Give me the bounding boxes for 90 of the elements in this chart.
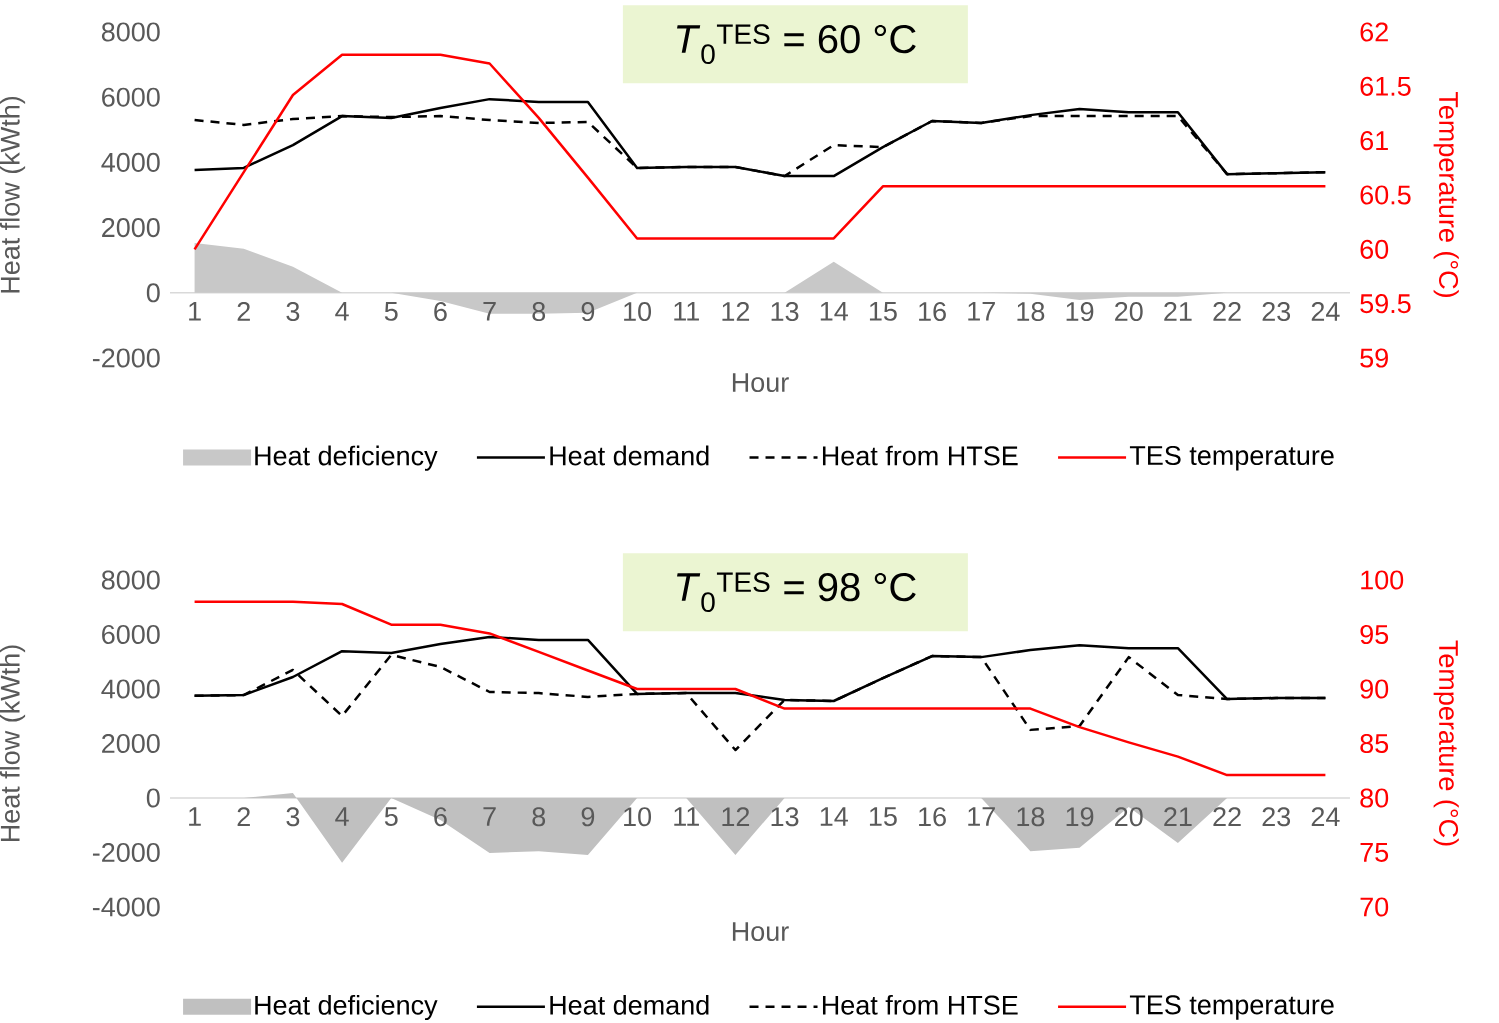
legend-label: TES temperature: [1129, 995, 1334, 1020]
y-tick-label: -4000: [92, 897, 160, 917]
y-tick-label: -2000: [92, 842, 160, 863]
x-tick-label: 9: [581, 301, 595, 322]
x-tick-label: 1: [189, 807, 201, 826]
x-tick-label: 14: [820, 807, 848, 826]
y2-axis-title: Temperature (°C): [1433, 640, 1459, 846]
x-tick-label: 7: [483, 807, 496, 826]
x-tick-label: 10: [624, 301, 652, 322]
x-tick-label: 3: [286, 301, 300, 322]
x-tick-label: 17: [968, 301, 995, 321]
chart-title: T$_{0}$$^{TES}$ = 60 °C: [677, 24, 916, 65]
x-tick-label: 22: [1213, 301, 1241, 321]
y2-tick-label: 90: [1360, 679, 1389, 699]
y2-tick-label: 60: [1360, 239, 1389, 259]
x-tick-label: 3: [286, 807, 300, 827]
x-tick-label: 20: [1115, 301, 1143, 322]
y-tick-label: 0: [146, 283, 160, 303]
legend-label: TES temperature: [1129, 445, 1334, 471]
x-tick-label: 23: [1262, 807, 1291, 827]
y2-axis-title: Temperature (°C): [1433, 91, 1459, 297]
x-tick-label: 9: [581, 807, 595, 827]
y2-tick-label: 60.5: [1360, 185, 1411, 205]
x-tick-label: 2: [237, 301, 250, 321]
y-tick-label: 2000: [102, 733, 160, 754]
y-tick-label: 4000: [101, 679, 160, 699]
x-tick-label: 20: [1115, 807, 1143, 827]
y2-tick-label: 75: [1360, 843, 1389, 862]
y-tick-label: -2000: [92, 348, 160, 368]
chart-title: T$_{0}$$^{TES}$ = 98 °C: [677, 572, 916, 613]
x-tick-label: 10: [624, 807, 652, 827]
y2-tick-label: 100: [1361, 570, 1404, 590]
y2-tick-label: 61: [1360, 131, 1388, 151]
y-tick-label: 6000: [102, 87, 160, 107]
x-tick-label: 6: [434, 301, 447, 322]
x-tick-label: 17: [968, 807, 995, 826]
y2-tick-label: 80: [1360, 788, 1389, 808]
x-tick-label: 5: [384, 807, 398, 827]
x-tick-label: 7: [483, 301, 496, 321]
y-axis-title: Heat flow (kWth): [0, 96, 26, 293]
y2-tick-label: 95: [1360, 624, 1389, 645]
x-tick-label: 24: [1311, 807, 1340, 827]
legend-label: Heat from HTSE: [822, 994, 1018, 1015]
x-tick-label: 12: [722, 807, 750, 827]
legend-label: Heat deficiency: [255, 445, 438, 471]
x-tick-label: 15: [869, 301, 897, 321]
x-tick-label: 16: [919, 301, 946, 322]
x-tick-label: 18: [1017, 807, 1045, 827]
x-tick-label: 18: [1017, 301, 1045, 322]
x-axis-title: Hour: [732, 922, 789, 942]
x-tick-label: 19: [1066, 807, 1094, 827]
x-tick-label: 12: [722, 301, 750, 321]
x-tick-label: 21: [1164, 301, 1192, 321]
x-axis-title: Hour: [732, 373, 789, 393]
x-tick-label: 4: [335, 807, 349, 826]
y2-tick-label: 59: [1360, 348, 1388, 368]
x-tick-label: 23: [1262, 301, 1291, 322]
legend-label: Heat demand: [550, 994, 709, 1015]
legend-label: Heat deficiency: [255, 994, 438, 1021]
x-tick-label: 5: [384, 301, 398, 321]
y2-tick-label: 85: [1360, 733, 1389, 754]
y2-tick-label: 62: [1360, 22, 1388, 42]
x-tick-label: 13: [771, 807, 799, 827]
x-tick-label: 14: [820, 301, 848, 321]
x-tick-label: 13: [771, 301, 799, 322]
x-tick-label: 22: [1213, 807, 1241, 827]
x-tick-label: 8: [532, 807, 546, 827]
legend-label: Heat demand: [550, 445, 709, 466]
y2-tick-label: 70: [1360, 897, 1389, 917]
x-tick-label: 21: [1164, 807, 1192, 827]
x-tick-label: 11: [674, 301, 699, 321]
y-tick-label: 6000: [102, 624, 160, 645]
x-tick-label: 19: [1066, 301, 1094, 322]
y2-tick-label: 61.5: [1360, 76, 1411, 96]
legend-label: Heat from HTSE: [822, 445, 1018, 466]
y-tick-label: 8000: [101, 22, 160, 42]
y-tick-label: 4000: [101, 152, 160, 172]
y-tick-label: 2000: [102, 218, 160, 238]
x-tick-label: 4: [335, 301, 349, 321]
x-tick-label: 15: [869, 807, 897, 827]
y2-tick-label: 59.5: [1360, 294, 1411, 314]
y-tick-label: 0: [146, 788, 160, 808]
x-tick-label: 11: [674, 807, 699, 826]
x-tick-label: 16: [919, 807, 946, 827]
x-tick-label: 1: [189, 301, 201, 321]
x-tick-label: 2: [237, 807, 250, 827]
y-axis-title: Heat flow (kWth): [0, 645, 26, 842]
x-tick-label: 24: [1311, 301, 1340, 321]
x-tick-label: 8: [532, 301, 546, 322]
y-tick-label: 8000: [101, 570, 160, 590]
